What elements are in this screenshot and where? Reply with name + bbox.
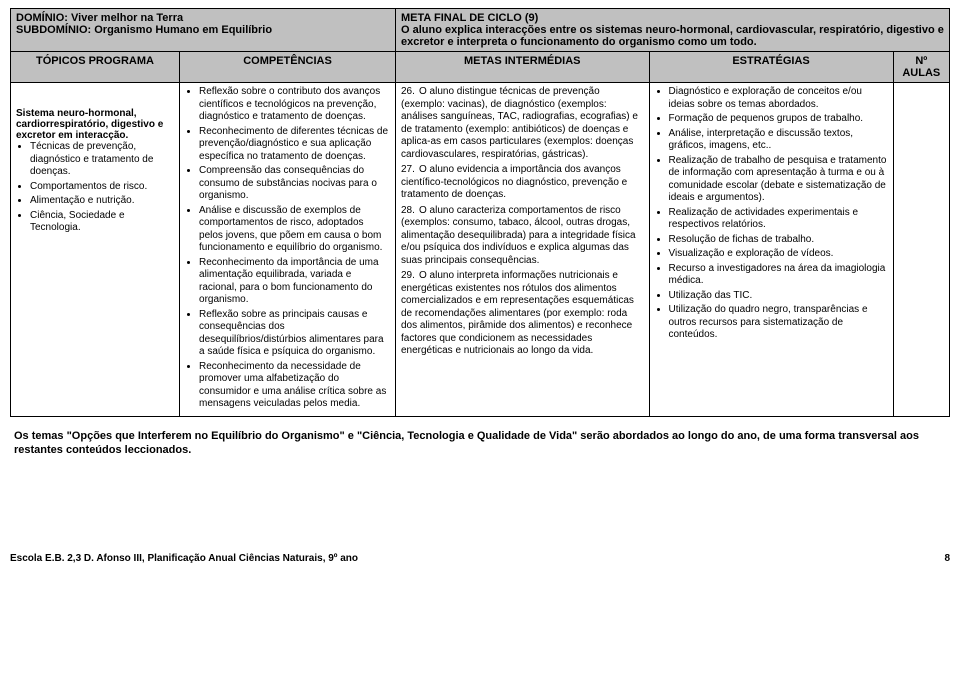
estrategias-item: Realização de actividades experimentais …	[669, 207, 888, 232]
estrategias-item: Formação de pequenos grupos de trabalho.	[669, 113, 888, 126]
subdomain-label: SUBDOMÍNIO:	[16, 24, 91, 36]
competencias-item: Reflexão sobre o contributo dos avanços …	[199, 86, 390, 124]
footer-note: Os temas "Opções que Interferem no Equil…	[10, 423, 950, 464]
page-footer-right: 8	[944, 553, 950, 564]
header-row: DOMÍNIO: Viver melhor na Terra SUBDOMÍNI…	[11, 9, 950, 52]
competencias-item: Reconhecimento da importância de uma ali…	[199, 257, 390, 307]
competencias-item: Compreensão das consequências do consumo…	[199, 165, 390, 203]
competencias-cell: Reflexão sobre o contributo dos avanços …	[180, 83, 396, 417]
metas-text: O aluno interpreta informações nutricion…	[401, 270, 634, 356]
competencias-item: Reconhecimento de diferentes técnicas de…	[199, 126, 390, 164]
metas-item: 26.O aluno distingue técnicas de prevenç…	[401, 86, 644, 161]
subdomain-value: Organismo Humano em Equilíbrio	[94, 24, 272, 36]
topicos-item: Ciência, Sociedade e Tecnologia.	[30, 210, 174, 235]
estrategias-cell: Diagnóstico e exploração de conceitos e/…	[649, 83, 893, 417]
topicos-title: Sistema neuro-hormonal, cardiorrespirató…	[16, 108, 174, 141]
col-head-compet: COMPETÊNCIAS	[180, 52, 396, 83]
col-head-metas: METAS INTERMÉDIAS	[395, 52, 649, 83]
metas-text: O aluno distingue técnicas de prevenção …	[401, 86, 638, 160]
page-footer-left: Escola E.B. 2,3 D. Afonso III, Planifica…	[10, 553, 358, 564]
content-row: Sistema neuro-hormonal, cardiorrespirató…	[11, 83, 950, 417]
estrategias-item: Realização de trabalho de pesquisa e tra…	[669, 155, 888, 205]
page: DOMÍNIO: Viver melhor na Terra SUBDOMÍNI…	[10, 8, 950, 564]
metas-cell: 26.O aluno distingue técnicas de prevenç…	[395, 83, 649, 417]
curriculum-table: DOMÍNIO: Viver melhor na Terra SUBDOMÍNI…	[10, 8, 950, 417]
aulas-cell	[893, 83, 949, 417]
competencias-item: Reconhecimento da necessidade de promove…	[199, 361, 390, 411]
domain-label: DOMÍNIO:	[16, 12, 68, 24]
domain-cell: DOMÍNIO: Viver melhor na Terra SUBDOMÍNI…	[11, 9, 396, 52]
competencias-item: Análise e discussão de exemplos de compo…	[199, 205, 390, 255]
estrategias-item: Resolução de fichas de trabalho.	[669, 234, 888, 247]
metas-text: O aluno evidencia a importância dos avan…	[401, 164, 627, 200]
topicos-item: Técnicas de prevenção, diagnóstico e tra…	[30, 141, 174, 179]
col-head-estrat: ESTRATÉGIAS	[649, 52, 893, 83]
meta-final-cell: META FINAL DE CICLO (9) O aluno explica …	[395, 9, 949, 52]
topicos-cell: Sistema neuro-hormonal, cardiorrespirató…	[11, 83, 180, 417]
metas-num: 28.	[401, 205, 419, 218]
metas-num: 29.	[401, 270, 419, 283]
metas-item: 27.O aluno evidencia a importância dos a…	[401, 164, 644, 202]
page-footer: Escola E.B. 2,3 D. Afonso III, Planifica…	[10, 553, 950, 564]
competencias-item: Reflexão sobre as principais causas e co…	[199, 309, 390, 359]
meta-final-body: O aluno explica interacções entre os sis…	[401, 24, 944, 48]
topicos-item: Alimentação e nutrição.	[30, 195, 174, 208]
estrategias-list: Diagnóstico e exploração de conceitos e/…	[669, 86, 888, 342]
metas-num: 27.	[401, 164, 419, 177]
domain-value: Viver melhor na Terra	[71, 12, 183, 24]
estrategias-item: Recurso a investigadores na área da imag…	[669, 263, 888, 288]
competencias-list: Reflexão sobre o contributo dos avanços …	[199, 86, 390, 411]
meta-final-title: META FINAL DE CICLO (9)	[401, 12, 538, 24]
col-head-aulas: Nº AULAS	[893, 52, 949, 83]
col-head-topicos: TÓPICOS PROGRAMA	[11, 52, 180, 83]
metas-text: O aluno caracteriza comportamentos de ri…	[401, 205, 636, 266]
estrategias-item: Análise, interpretação e discussão texto…	[669, 128, 888, 153]
topicos-list: Técnicas de prevenção, diagnóstico e tra…	[30, 141, 174, 235]
metas-num: 26.	[401, 86, 419, 99]
topicos-item: Comportamentos de risco.	[30, 181, 174, 194]
metas-list: 26.O aluno distingue técnicas de prevenç…	[401, 86, 644, 358]
metas-item: 28.O aluno caracteriza comportamentos de…	[401, 205, 644, 268]
column-header-row: TÓPICOS PROGRAMA COMPETÊNCIAS METAS INTE…	[11, 52, 950, 83]
metas-item: 29.O aluno interpreta informações nutric…	[401, 270, 644, 358]
estrategias-item: Utilização do quadro negro, transparênci…	[669, 304, 888, 342]
estrategias-item: Diagnóstico e exploração de conceitos e/…	[669, 86, 888, 111]
estrategias-item: Utilização das TIC.	[669, 290, 888, 303]
estrategias-item: Visualização e exploração de vídeos.	[669, 248, 888, 261]
